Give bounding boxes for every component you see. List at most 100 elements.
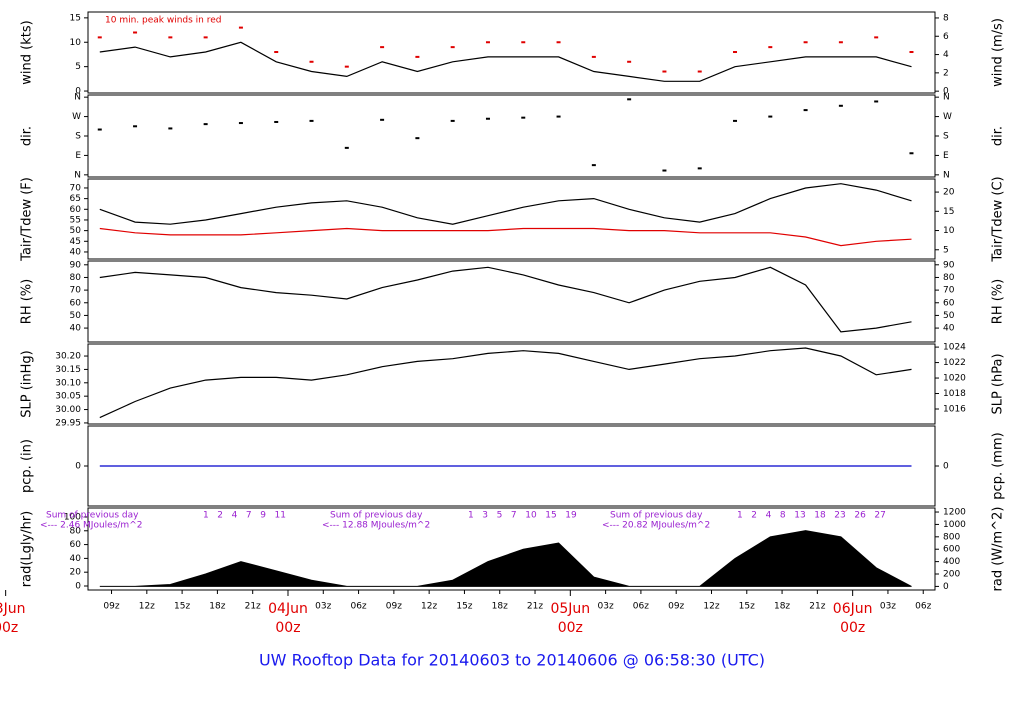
day-sublabel: 00z [275, 620, 300, 636]
y2-tick-label: 40 [943, 324, 955, 334]
data-point [909, 152, 914, 155]
data-point [556, 115, 561, 118]
y2-tick-label: 400 [943, 557, 960, 567]
data-point [874, 36, 879, 39]
y-tick-label: 70 [70, 286, 82, 296]
data-line [99, 183, 912, 225]
y2-axis-label: rad (W/m^2) [991, 507, 1006, 592]
panel-frame [87, 343, 936, 425]
data-point [838, 104, 843, 107]
x-tick-label: 21z [809, 602, 825, 612]
y-tick-label: E [75, 151, 81, 161]
data-point [344, 65, 349, 68]
x-tick-label: 18z [209, 602, 225, 612]
x-tick-label: 09z [103, 602, 119, 612]
data-point [133, 125, 138, 128]
y2-axis-label: wind (m/s) [991, 18, 1006, 87]
data-point [697, 70, 702, 73]
data-point [909, 51, 914, 54]
data-point [203, 36, 208, 39]
data-line [99, 227, 912, 247]
y-axis-label: Tair/Tdew (F) [20, 177, 35, 262]
y-tick-label: 30.15 [55, 365, 81, 375]
y-tick-label: 60 [70, 298, 82, 308]
y-axis-label: SLP (inHg) [20, 350, 35, 418]
y2-tick-label: 4 [943, 50, 949, 60]
x-tick-label: 21z [527, 602, 543, 612]
y-tick-label: 50 [70, 226, 82, 236]
y2-tick-label: 1020 [943, 374, 966, 384]
y-tick-label: 10 [70, 38, 82, 48]
y2-tick-label: 200 [943, 570, 960, 580]
x-tick-label: 12z [421, 602, 437, 612]
data-point [415, 137, 420, 140]
day-sublabel: 00z [0, 620, 18, 636]
data-point [627, 60, 632, 63]
y2-tick-label: 10 [943, 226, 955, 236]
data-point [733, 119, 738, 122]
data-point [380, 46, 385, 49]
y-tick-label: 0 [75, 581, 81, 591]
x-tick-label: 15z [739, 602, 755, 612]
y-tick-label: N [74, 170, 81, 180]
data-point [238, 26, 243, 29]
data-point [274, 120, 279, 123]
y2-tick-label: 0 [943, 87, 949, 97]
y2-tick-label: 70 [943, 286, 955, 296]
data-line [99, 266, 912, 333]
y-tick-label: S [75, 132, 81, 142]
x-tick-label: 18z [774, 602, 790, 612]
day-label: 03Jun [0, 601, 26, 617]
x-tick-label: 12z [139, 602, 155, 612]
annotation: 10 min. peak winds in red [105, 16, 222, 26]
y-tick-label: 30.05 [55, 392, 81, 402]
data-point [168, 127, 173, 130]
y-tick-label: 40 [70, 247, 82, 257]
data-point [97, 36, 102, 39]
y2-axis-label: pcp. (mm) [991, 432, 1006, 499]
data-point [450, 46, 455, 49]
y2-axis-label: RH (%) [991, 279, 1006, 324]
y2-tick-label: 800 [943, 532, 960, 542]
y2-tick-label: 0 [943, 582, 949, 592]
data-point [662, 169, 667, 172]
data-point [485, 41, 490, 44]
y-tick-label: 15 [70, 13, 81, 23]
x-tick-label: 06z [633, 602, 649, 612]
y2-tick-label: 15 [943, 207, 954, 217]
y2-tick-label: 1016 [943, 404, 966, 414]
annotation: 1 2 4 8 13 18 23 26 27 [737, 511, 886, 521]
x-tick-label: 03z [880, 602, 896, 612]
y2-tick-label: 1000 [943, 520, 966, 530]
y-tick-label: 100 [64, 512, 81, 522]
y-tick-label: W [72, 112, 81, 122]
x-tick-label: 06z [915, 602, 931, 612]
data-point [97, 128, 102, 131]
y-axis-label: wind (kts) [20, 20, 35, 84]
y-tick-label: 80 [70, 526, 82, 536]
data-point [521, 116, 526, 119]
y2-axis-label: dir. [991, 126, 1006, 146]
data-point [133, 31, 138, 34]
y2-tick-label: 1018 [943, 389, 966, 399]
y-tick-label: 40 [70, 554, 82, 564]
x-tick-label: 03z [598, 602, 614, 612]
data-point [274, 51, 279, 54]
data-point [238, 122, 243, 125]
y-tick-label: 45 [70, 237, 81, 247]
chart-title: UW Rooftop Data for 20140603 to 20140606… [259, 651, 765, 670]
y-tick-label: 60 [70, 205, 82, 215]
x-tick-label: 21z [245, 602, 261, 612]
y2-tick-label: 90 [943, 260, 955, 270]
day-sublabel: 00z [840, 620, 865, 636]
annotation: Sum of previous day [46, 511, 139, 521]
annotation: <--- 20.82 MJoules/m^2 [602, 521, 710, 531]
data-point [838, 41, 843, 44]
data-point [521, 41, 526, 44]
data-area [99, 530, 912, 587]
annotation: 1 3 5 7 10 15 19 [468, 511, 577, 521]
y2-tick-label: 6 [943, 32, 949, 42]
day-sublabel: 00z [558, 620, 583, 636]
y-tick-label: 30.20 [55, 352, 81, 362]
